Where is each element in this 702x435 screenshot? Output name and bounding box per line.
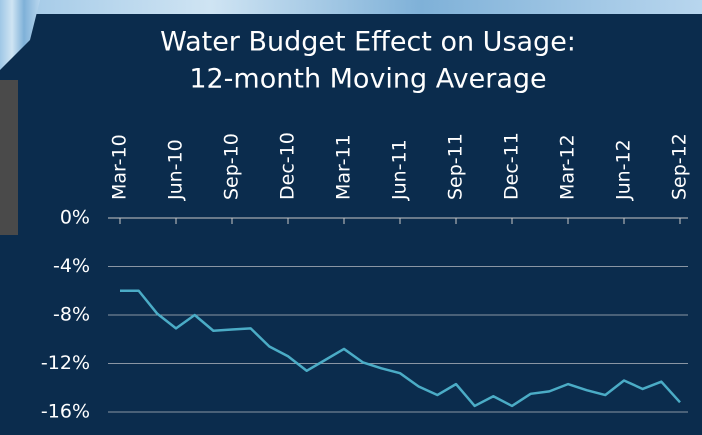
x-tick-label: Sep-10 (221, 133, 243, 200)
water-image (0, 0, 702, 14)
y-tick-label: -12% (41, 352, 90, 374)
y-tick-label: -4% (53, 255, 90, 277)
x-tick-label: Sep-11 (445, 133, 467, 200)
x-tick-label: Dec-10 (277, 132, 299, 200)
x-tick-label: Jun-10 (165, 139, 187, 201)
chart-title: Water Budget Effect on Usage: (160, 27, 576, 58)
y-tick-label: -16% (41, 401, 90, 423)
chart-title: 12-month Moving Average (189, 64, 546, 95)
side-panel (0, 80, 18, 235)
x-tick-label: Jun-12 (613, 139, 635, 201)
x-tick-label: Sep-12 (669, 133, 691, 200)
y-tick-label: 0% (60, 207, 90, 229)
line-series (120, 289, 681, 408)
x-tick-label: Mar-12 (557, 134, 579, 200)
y-tick-label: -8% (53, 304, 90, 326)
x-tick-label: Mar-11 (333, 134, 355, 200)
x-tick-label: Dec-11 (501, 132, 523, 200)
x-tick-label: Jun-11 (389, 139, 411, 201)
x-tick-label: Mar-10 (109, 134, 131, 200)
water-corner (0, 0, 40, 70)
